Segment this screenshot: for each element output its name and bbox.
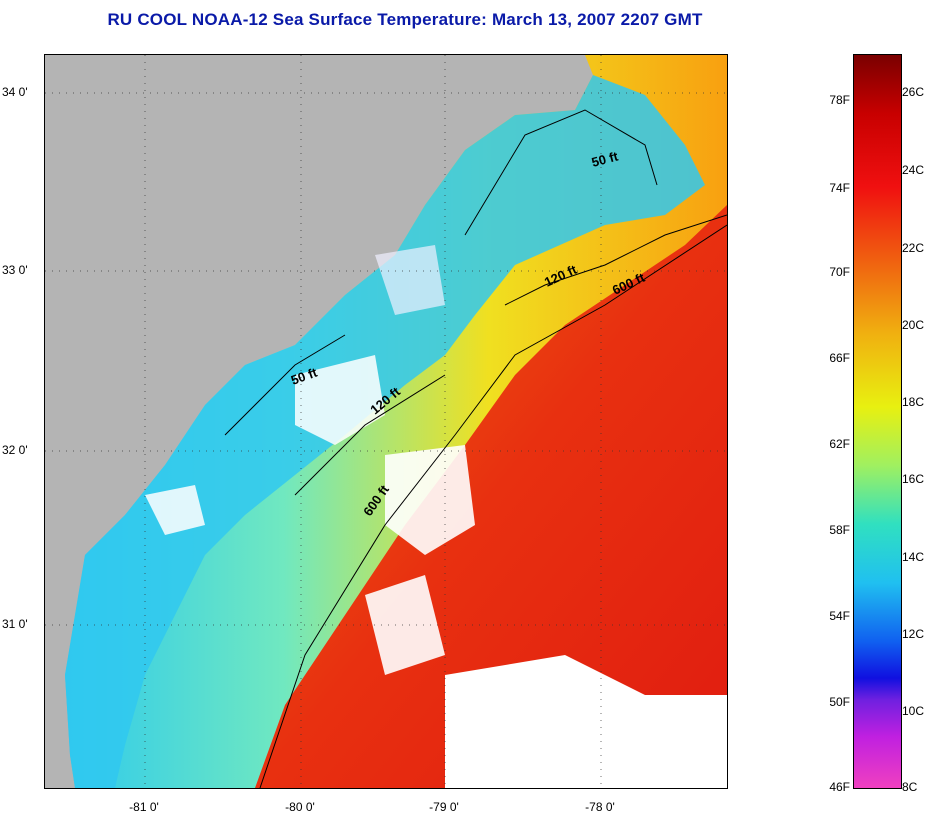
cloud-patch (145, 485, 205, 535)
gulf-stream-region (255, 205, 727, 788)
isobath-50ft-line (224, 334, 346, 436)
colorbar-f-label: 70F (829, 265, 850, 279)
colorbar-c-label: 24C (902, 163, 925, 177)
cold-coastal-band (65, 75, 705, 788)
cloud-patch (385, 445, 475, 555)
colorbar-c-label: 14C (902, 550, 925, 564)
cloud-patch (375, 245, 445, 315)
colorbar-f-label: 58F (829, 523, 850, 537)
isobath-600ft-line (259, 224, 727, 788)
lat-label: 34 0' (2, 85, 28, 99)
lat-label: 32 0' (2, 443, 28, 457)
cloud-patch (445, 655, 727, 788)
cloud-patch (365, 575, 445, 675)
sst-map: 50 ft 120 ft 600 ft 50 ft 120 ft 600 ft (44, 54, 728, 789)
lat-label: 33 0' (2, 263, 28, 277)
colorbar-f-label: 62F (829, 437, 850, 451)
colorbar-c-label: 26C (902, 85, 925, 99)
colorbar-f-label: 74F (829, 181, 850, 195)
colorbar-c-label: 16C (902, 472, 925, 486)
isobath-120ft-line (504, 214, 727, 306)
colorbar-f-label: 66F (829, 351, 850, 365)
temperature-colorbar (853, 54, 902, 789)
lat-label: 31 0' (2, 617, 28, 631)
lon-label: -81 0' (129, 800, 159, 814)
isobath-120ft-line (294, 374, 446, 496)
lon-label: -80 0' (285, 800, 315, 814)
land-region (45, 55, 593, 788)
cloud-patch (295, 355, 385, 445)
colorbar-c-label: 8C (902, 780, 918, 794)
lon-label: -79 0' (429, 800, 459, 814)
isobath-50ft-line (464, 109, 658, 236)
map-title: RU COOL NOAA-12 Sea Surface Temperature:… (107, 10, 703, 29)
colorbar-f-label: 46F (829, 780, 850, 794)
colorbar-f-label: 78F (829, 93, 850, 107)
isobath-label: 50 ft (590, 148, 620, 170)
colorbar-c-label: 12C (902, 627, 925, 641)
colorbar-c-label: 10C (902, 704, 925, 718)
colorbar-f-label: 50F (829, 695, 850, 709)
colorbar-f-label: 54F (829, 609, 850, 623)
colorbar-c-label: 22C (902, 241, 925, 255)
colorbar-c-label: 20C (902, 318, 925, 332)
colorbar-c-label: 18C (902, 395, 925, 409)
lon-label: -78 0' (585, 800, 615, 814)
